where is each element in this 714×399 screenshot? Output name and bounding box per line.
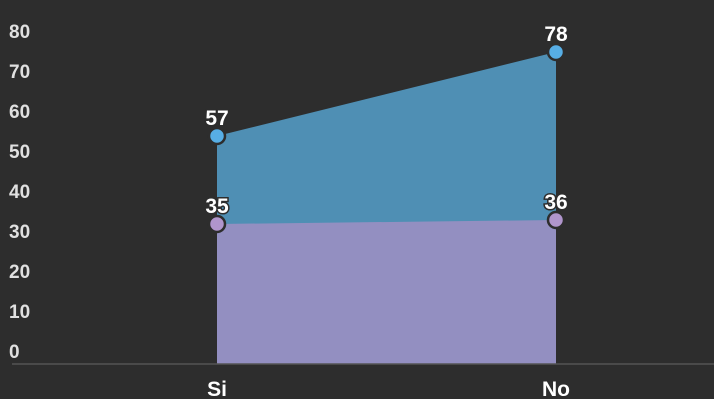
data-label: 36 [544,191,567,214]
data-point-marker[interactable] [207,214,227,234]
x-tick-label: Si [207,378,227,399]
y-tick-label: 30 [9,222,30,243]
data-label: 35 [205,195,229,218]
marker-layer [207,42,566,234]
area-layer [217,52,556,364]
x-axis: Si No [207,378,570,399]
x-tick-label: No [542,378,570,399]
y-tick-label: 20 [9,262,30,283]
data-label-layer: 35 36 57 78 [204,22,570,220]
y-tick-label: 70 [9,62,30,83]
data-point-marker[interactable] [207,126,227,146]
y-axis: 0 10 20 30 40 50 60 70 80 [9,22,30,363]
y-tick-label: 50 [9,142,30,163]
data-label: 57 [205,107,228,130]
y-tick-label: 40 [9,182,30,203]
data-point-marker[interactable] [546,42,566,62]
y-tick-label: 0 [9,342,20,363]
y-tick-label: 60 [9,102,30,123]
series-area [217,220,556,364]
data-label: 78 [544,23,568,46]
y-tick-label: 80 [9,22,30,43]
y-tick-label: 10 [9,302,30,323]
data-point-marker[interactable] [546,210,566,230]
